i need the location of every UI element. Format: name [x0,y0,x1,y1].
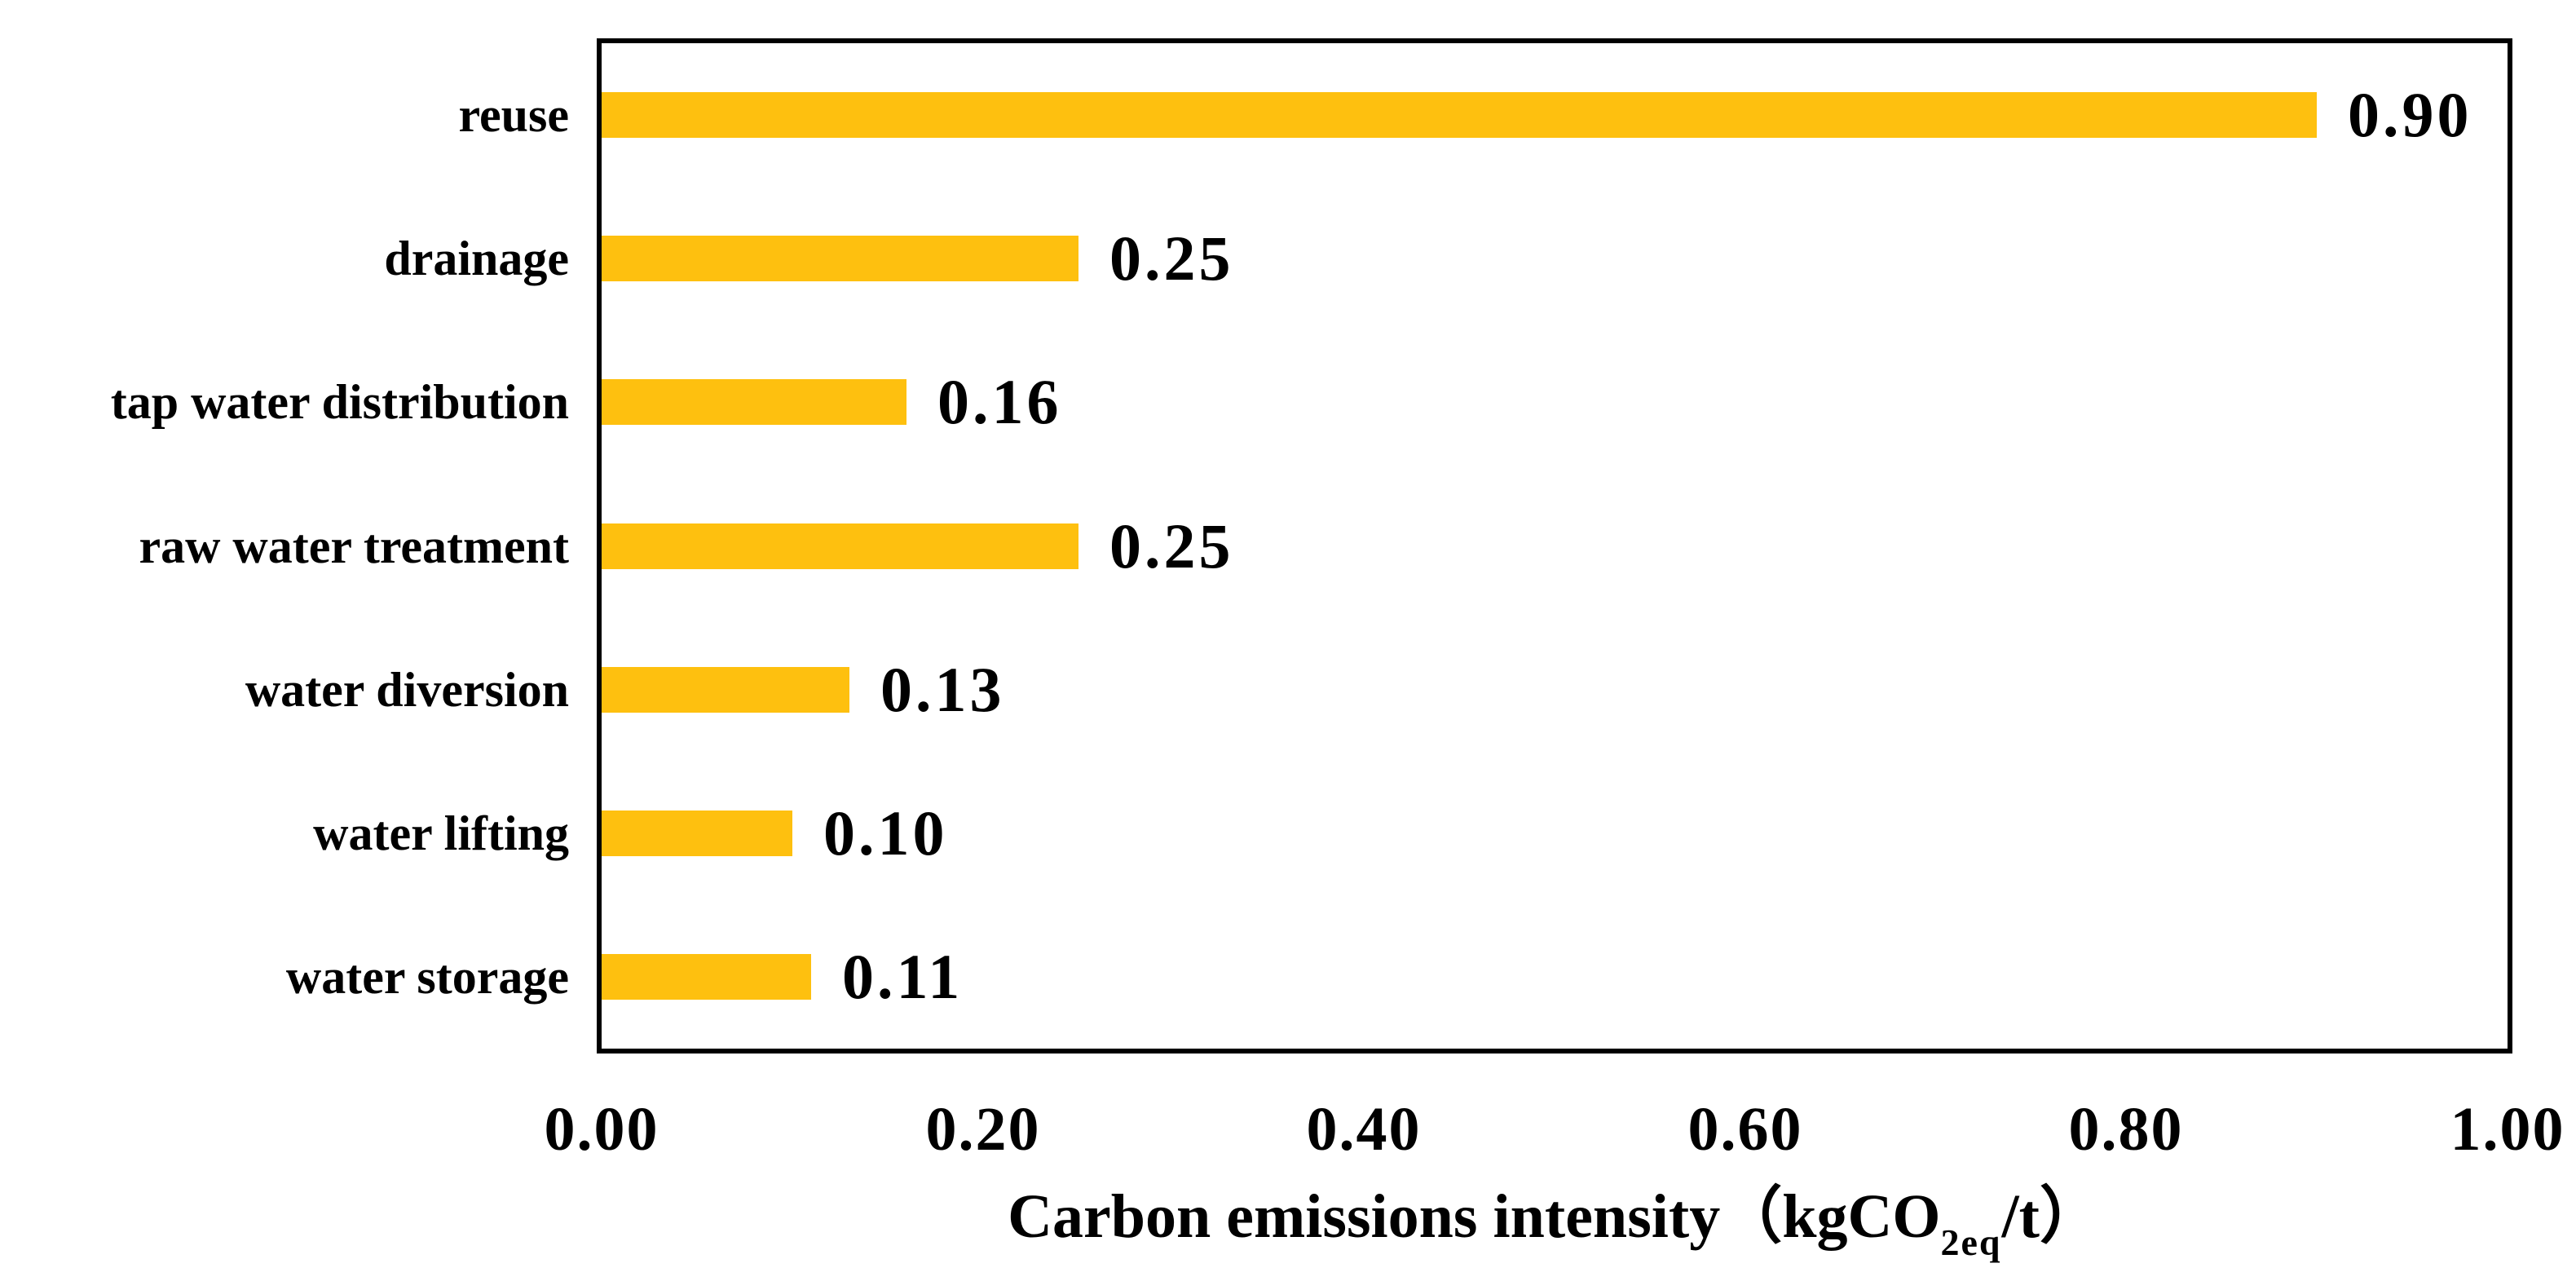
category-label: drainage [384,232,569,286]
category-label: tap water distribution [110,375,569,430]
bar [602,667,849,713]
bar [602,523,1078,569]
bar [602,379,906,425]
x-axis-tick-label: 0.40 [1306,1095,1422,1164]
x-axis-tick-label: 0.60 [1687,1095,1803,1164]
x-axis-tick-label: 0.00 [544,1095,659,1164]
bar [602,236,1078,281]
x-axis-unit-suffix: /t [2001,1182,2040,1251]
category-label: water diversion [245,662,569,717]
x-axis-unit-main: kgCO [1782,1182,1941,1251]
x-axis-tick-label: 0.80 [2068,1095,2184,1164]
x-axis-title-text: Carbon emissions intensity [1008,1182,1721,1251]
co2eq-subscript: 2eq [1940,1221,2002,1263]
category-label: reuse [458,88,569,143]
x-axis-title-open-paren: （ [1720,1182,1783,1251]
bar [602,811,792,856]
x-axis-tick-label: 0.20 [925,1095,1041,1164]
value-label: 0.25 [1109,510,1234,581]
value-label: 0.11 [842,940,964,1012]
x-axis-title: Carbon emissions intensity（kgCO2eq/t） [597,1182,2512,1261]
x-axis-tick-label: 1.00 [2450,1095,2565,1164]
value-label: 0.90 [2348,79,2472,151]
bar [602,92,2317,138]
value-label: 0.25 [1109,223,1234,294]
bar [602,954,811,1000]
value-label: 0.10 [823,797,948,868]
category-label: water lifting [313,806,569,860]
value-label: 0.13 [880,653,1005,725]
value-label: 0.16 [937,366,1062,438]
x-axis-title-close-paren: ） [2039,1182,2102,1251]
category-label: raw water treatment [139,519,569,573]
category-label: water storage [285,949,569,1004]
